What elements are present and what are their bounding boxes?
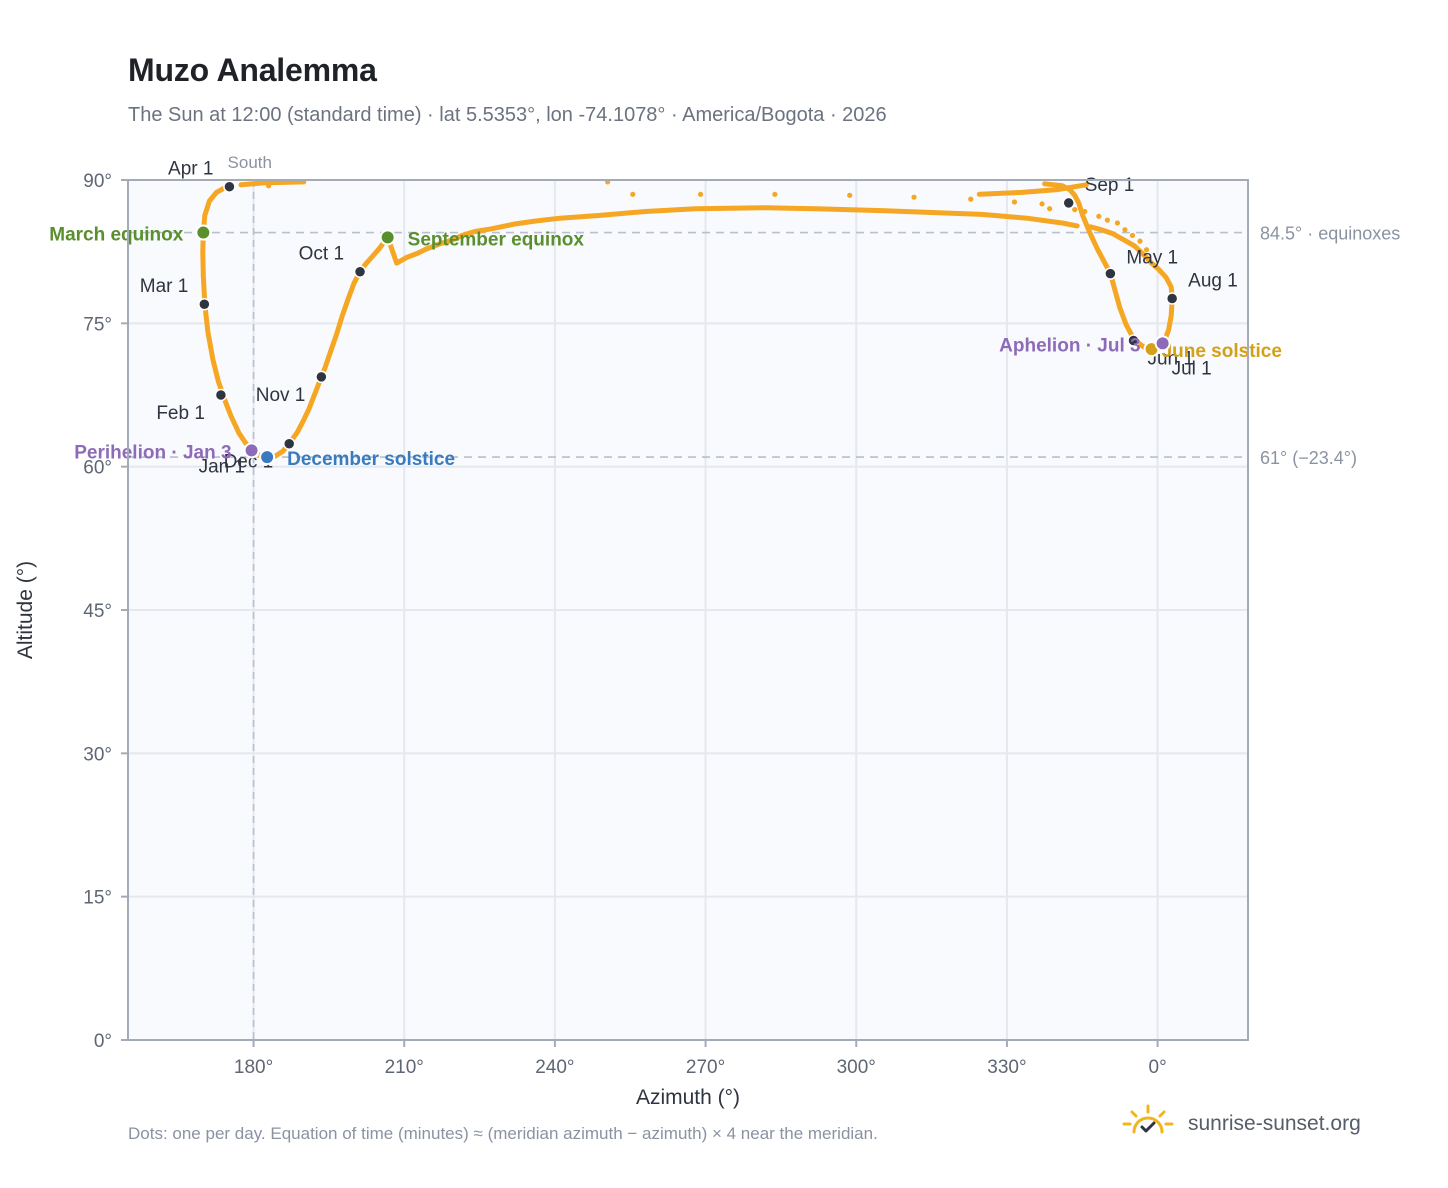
- key-point-marker: [259, 449, 276, 466]
- brand[interactable]: sunrise-sunset.org: [1120, 1102, 1361, 1146]
- daily-dot: [1122, 227, 1128, 233]
- chart-subtitle: The Sun at 12:00 (standard time) · lat 5…: [128, 104, 887, 126]
- brand-name: sunrise-sunset.org: [1188, 1112, 1361, 1135]
- chart-title: Muzo Analemma: [128, 52, 377, 88]
- month-label: Nov 1: [256, 385, 306, 406]
- daily-dot: [1039, 201, 1045, 207]
- daily-dot: [266, 183, 272, 189]
- key-point-marker: [243, 442, 260, 459]
- month-label: Feb 1: [156, 403, 205, 424]
- x-tick-label: 300°: [837, 1057, 876, 1078]
- y-axis-title: Altitude (°): [14, 561, 37, 659]
- x-tick-label: 270°: [686, 1057, 725, 1078]
- daily-dot: [772, 191, 778, 197]
- month-label: Aug 1: [1188, 270, 1238, 291]
- daily-dot: [968, 196, 974, 202]
- month-label: Jan 1: [199, 456, 245, 477]
- daily-dot: [911, 194, 917, 200]
- x-tick-label: 0°: [1149, 1057, 1167, 1078]
- x-tick-label: 330°: [987, 1057, 1026, 1078]
- key-points: March equinox September equinox December s…: [49, 224, 1282, 470]
- month-label: Oct 1: [299, 244, 344, 265]
- key-point-marker: [379, 229, 396, 246]
- month-marker: [198, 297, 211, 311]
- y-tick-label: 45°: [83, 601, 112, 622]
- key-point-label: March equinox: [49, 225, 184, 246]
- y-tick-label: 60°: [83, 458, 112, 479]
- month-marker: [1165, 292, 1179, 305]
- axes: 180° 210° 240° 270° 300° 330° 0° 0° 15° 30° 45° 60°…: [14, 171, 1249, 1109]
- month-marker: [282, 437, 296, 450]
- key-point-label: December solstice: [287, 449, 455, 470]
- month-label: May 1: [1126, 248, 1178, 269]
- solstice-altitude-label: 61° (−23.4°): [1260, 448, 1357, 468]
- key-point-label: September equinox: [408, 229, 585, 250]
- daily-dot: [1143, 247, 1150, 253]
- daily-dot: [1137, 238, 1143, 244]
- month-label: Sep 1: [1085, 175, 1135, 196]
- month-marker: [1062, 196, 1075, 210]
- month-label: Mar 1: [140, 276, 189, 297]
- y-tick-label: 30°: [83, 744, 112, 765]
- key-point-label: June solstice: [1162, 341, 1282, 362]
- analemma-path-segment: [200, 184, 261, 457]
- equinox-altitude-label: 84.5° · equinoxes: [1260, 224, 1400, 244]
- x-tick-label: 210°: [385, 1057, 424, 1078]
- daily-dot: [1082, 208, 1088, 215]
- daily-dot: [1096, 213, 1102, 219]
- analemma-path-segment: [238, 179, 307, 188]
- month-marker: [1104, 267, 1117, 280]
- analemma-path: [200, 179, 1175, 460]
- key-point-marker: [1154, 335, 1171, 352]
- key-point-marker: [195, 224, 212, 241]
- daily-dot: [1129, 232, 1136, 239]
- x-tick-label: 180°: [234, 1057, 273, 1078]
- daily-dot: [697, 191, 704, 197]
- daily-dot: [847, 192, 853, 198]
- daily-dot: [1011, 199, 1018, 205]
- x-axis-title: Azimuth (°): [636, 1086, 740, 1109]
- footer-note: Dots: one per day. Equation of time (min…: [128, 1124, 878, 1143]
- month-marker: [315, 370, 328, 384]
- y-tick-label: 90°: [83, 171, 112, 192]
- daily-dot: [1047, 206, 1053, 212]
- analemma-path-segment: [255, 205, 1080, 460]
- y-tick-label: 75°: [83, 314, 112, 335]
- y-tick-label: 0°: [94, 1031, 112, 1052]
- x-tick-label: 240°: [535, 1057, 574, 1078]
- month-label: Jul 1: [1172, 358, 1212, 379]
- month-marker: [223, 180, 236, 193]
- month-marker: [353, 265, 367, 278]
- key-point-label: Aphelion · Jul 3: [999, 335, 1140, 356]
- daily-dot: [1072, 207, 1078, 213]
- key-point-label: Perihelion · Jan 3: [74, 442, 231, 463]
- sun-check-icon: [1122, 1104, 1174, 1134]
- y-tick-label: 15°: [83, 888, 112, 909]
- month-marker: [214, 388, 228, 402]
- daily-dot: [630, 191, 636, 197]
- month-label: Jun 1: [1147, 349, 1193, 370]
- month-label: Apr 1: [168, 159, 213, 180]
- daily-dot: [1104, 217, 1110, 223]
- analemma-path-segment: [976, 182, 1089, 197]
- reference-lines: South 84.5° · equinoxes 61° (−23.4°): [128, 153, 1400, 1040]
- grid-layer: [128, 179, 1248, 1041]
- daily-dot: [1114, 220, 1121, 226]
- meridian-label: South: [228, 153, 272, 172]
- month-marker: [1127, 334, 1140, 347]
